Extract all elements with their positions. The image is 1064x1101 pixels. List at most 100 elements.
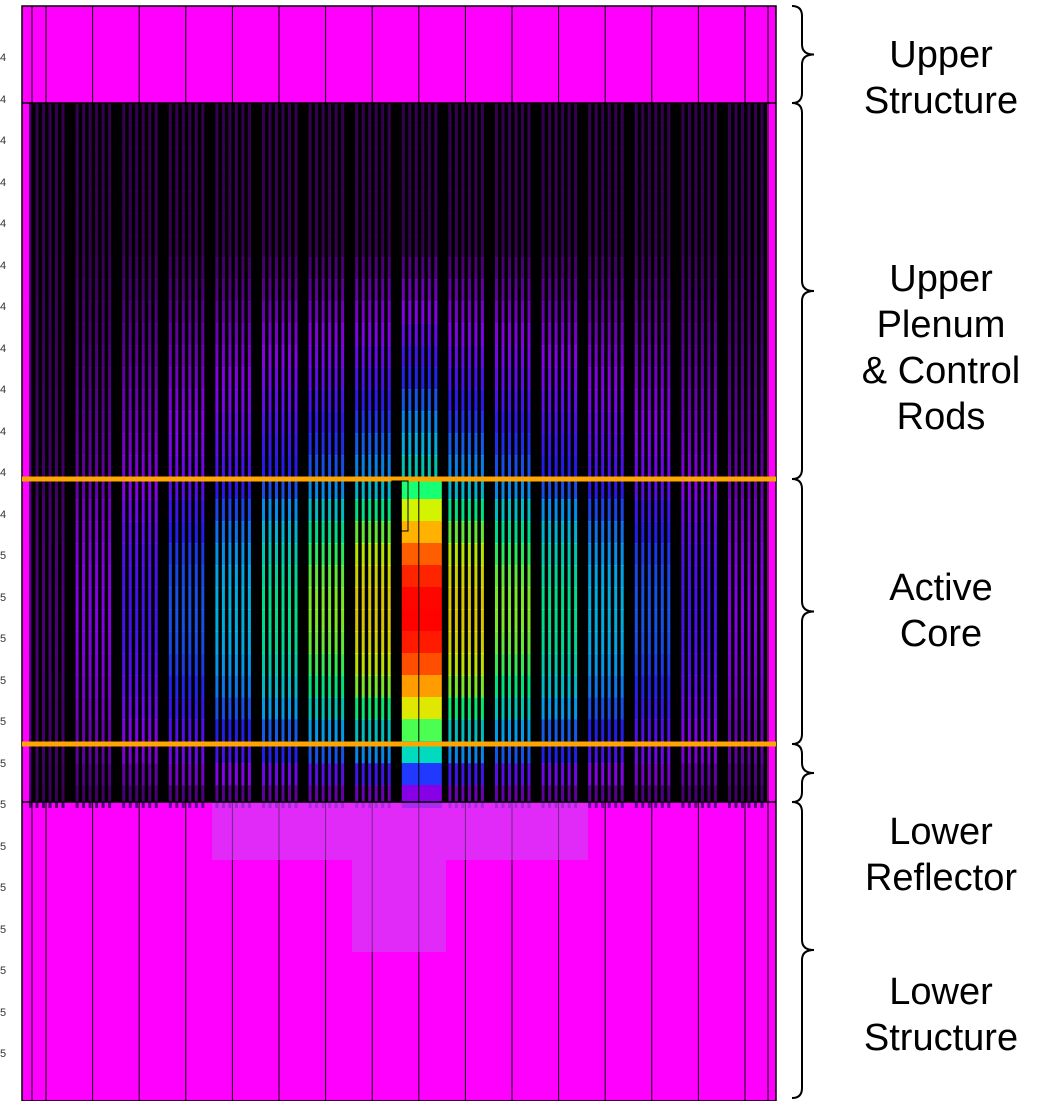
fuel-pin-stripe [467,653,471,676]
fuel-pin-stripe [495,653,498,676]
fuel-pin-stripe [194,675,198,698]
fuel-pin-stripe [427,213,431,236]
fuel-pin-stripe [221,191,225,214]
fuel-pin-stripe [601,675,605,698]
fuel-pin-stripe [660,125,664,148]
fuel-pin-stripe [108,609,112,632]
fuel-pin-stripe [408,213,412,236]
fuel-pin-stripe [315,675,319,698]
fuel-pin-stripe [620,279,624,302]
fuel-pin-stripe [168,301,172,324]
fuel-pin-stripe [541,609,545,632]
fuel-pin-stripe [101,653,105,676]
fuel-pin-stripe [614,213,618,236]
fuel-pin-stripe [374,169,378,192]
fuel-pin-stripe [461,279,465,302]
fuel-pin-stripe [707,675,711,698]
fuel-pin-stripe [588,279,592,302]
fuel-pin-stripe [700,609,704,632]
fuel-pin-stripe [281,543,285,566]
fuel-pin-stripe [408,279,412,302]
fuel-pin-stripe [355,631,359,654]
fuel-pin-stripe [355,257,359,280]
fuel-pin-stripe [128,147,132,170]
axis-tick-label: 4 [0,384,7,396]
fuel-pin-stripe [321,565,325,588]
fuel-pin-stripe [381,345,385,368]
fuel-pin-stripe [634,631,638,654]
fuel-pin-stripe [687,543,691,566]
fuel-pin-stripe [88,631,92,654]
fuel-pin-stripe [567,631,571,654]
fuel-pin-stripe [42,741,45,764]
fuel-pin-stripe [355,411,359,434]
lower-structure-flux-band [212,802,588,860]
fuel-pin-stripe [135,191,139,214]
fuel-pin-stripe [495,587,498,610]
fuel-pin-stripe [495,411,498,434]
fuel-pin-stripe [275,631,278,654]
center-assembly-cell [401,587,442,610]
fuel-pin-stripe [29,301,32,324]
fuel-pin-stripe [461,235,465,258]
fuel-pin-stripe [480,697,484,720]
fuel-pin-stripe [408,257,412,280]
fuel-pin-stripe [175,741,179,764]
fuel-pin-stripe [667,279,671,302]
fuel-pin-stripe [527,191,531,214]
fuel-pin-stripe [201,609,205,632]
fuel-pin-stripe [48,785,52,808]
fuel-pin-stripe [634,521,638,544]
fuel-pin-stripe [75,367,79,390]
fuel-pin-stripe [288,433,291,456]
fuel-pin-stripe [55,411,58,434]
fuel-pin-stripe [61,345,65,368]
fuel-pin-stripe [281,323,285,346]
fuel-pin-stripe [128,587,132,610]
fuel-pin-stripe [480,323,484,346]
fuel-pin-stripe [268,719,272,742]
fuel-pin-stripe [42,455,45,478]
fuel-pin-stripe [154,499,158,522]
fuel-pin-stripe [141,279,145,302]
fuel-pin-stripe [281,191,285,214]
fuel-pin-stripe [234,499,238,522]
fuel-pin-stripe [514,631,518,654]
fuel-pin-stripe [108,499,112,522]
fuel-pin-stripe [620,609,624,632]
fuel-pin-stripe [247,499,251,522]
fuel-pin-stripe [588,565,592,588]
fuel-pin-stripe [328,147,332,170]
fuel-pin-stripe [168,609,172,632]
fuel-pin-stripe [541,543,545,566]
fuel-pin-stripe [654,675,658,698]
fuel-pin-stripe [660,719,664,742]
fuel-pin-stripe [108,367,112,390]
fuel-pin-stripe [480,565,484,588]
fuel-pin-stripe [188,213,192,236]
fuel-pin-stripe [514,477,518,500]
fuel-pin-stripe [574,169,578,192]
fuel-pin-stripe [461,213,465,236]
fuel-pin-stripe [741,477,744,500]
fuel-pin-stripe [381,301,385,324]
fuel-pin-stripe [594,521,598,544]
fuel-pin-stripe [620,653,624,676]
fuel-pin-stripe [501,785,505,808]
fuel-pin-stripe [228,697,232,720]
fuel-pin-stripe [747,675,751,698]
fuel-pin-stripe [215,565,219,588]
fuel-pin-stripe [181,279,185,302]
fuel-pin-stripe [95,653,99,676]
fuel-pin-stripe [541,125,545,148]
fuel-pin-stripe [48,521,52,544]
fuel-pin-stripe [122,587,126,610]
fuel-pin-stripe [215,169,219,192]
fuel-pin-stripe [361,389,365,412]
fuel-pin-stripe [374,719,378,742]
fuel-pin-stripe [355,433,359,456]
fuel-pin-stripe [700,653,704,676]
fuel-pin-stripe [548,301,552,324]
fuel-pin-stripe [574,785,578,808]
fuel-pin-stripe [241,345,245,368]
